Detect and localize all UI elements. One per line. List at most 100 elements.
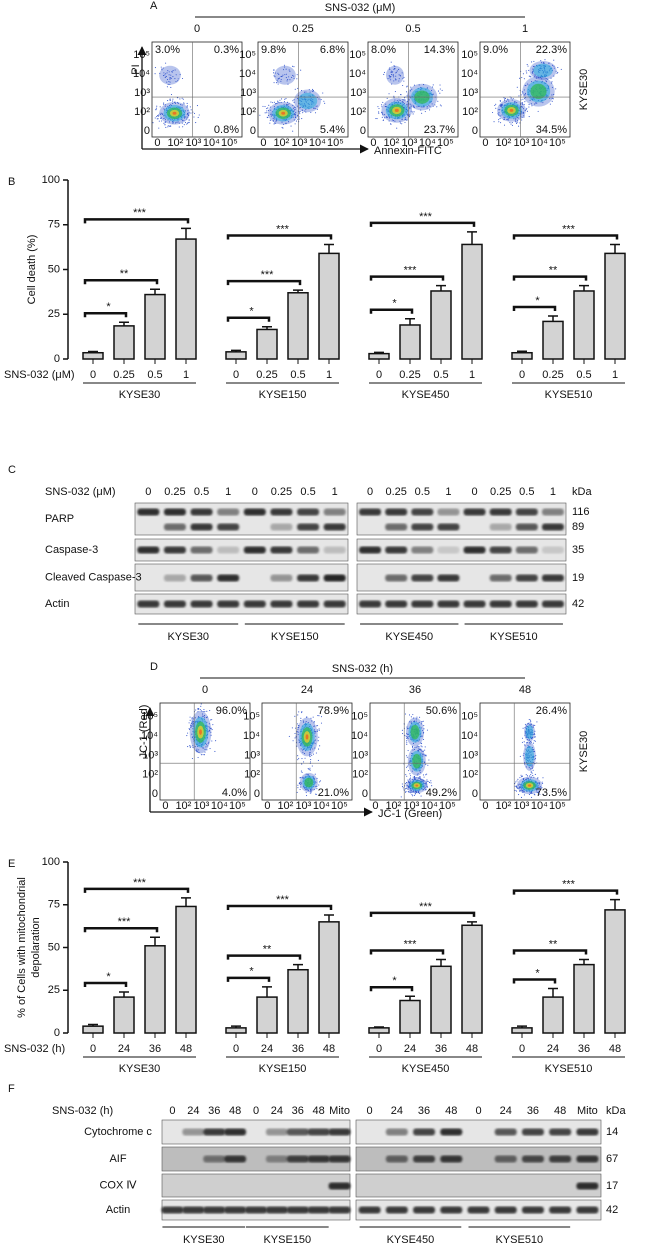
- flow-event: [166, 78, 169, 81]
- flow-event: [317, 748, 320, 750]
- flow-event: [550, 82, 552, 84]
- blot-band: [217, 600, 240, 608]
- x-axis-label: SNS-032 (μM): [4, 369, 75, 381]
- flow-event: [183, 119, 185, 121]
- flow-event: [395, 75, 397, 77]
- flow-event: [499, 105, 501, 107]
- flow-event: [177, 80, 179, 82]
- flow-event: [553, 93, 555, 95]
- flow-event: [187, 113, 189, 115]
- axis-tick-label: 10⁴: [243, 730, 260, 742]
- flow-event: [528, 775, 531, 777]
- flow-event: [520, 94, 522, 96]
- flow-event: [408, 106, 410, 108]
- flow-event: [389, 69, 391, 71]
- flow-event: [406, 775, 408, 777]
- flow-event: [305, 91, 307, 93]
- y-tick-label: 0: [54, 353, 60, 365]
- flow-event: [517, 778, 519, 780]
- blot-band: [494, 1206, 517, 1214]
- x-tick-label: 0.25: [542, 369, 563, 381]
- blot-band: [270, 546, 293, 554]
- bar: [225, 351, 247, 360]
- condition-label: 48: [519, 684, 531, 696]
- error-bar: [293, 963, 303, 970]
- flow-event: [315, 752, 317, 754]
- error-bar: [548, 987, 558, 998]
- flow-event: [162, 75, 165, 77]
- quadrant-percent: 6.8%: [320, 44, 345, 56]
- blot-band: [163, 508, 186, 516]
- flow-event: [161, 117, 163, 119]
- blot-band: [413, 1206, 436, 1214]
- flow-event: [164, 74, 166, 76]
- flow-event: [277, 81, 279, 83]
- flow-event: [163, 108, 165, 110]
- blot-band: [385, 523, 408, 531]
- flow-event: [318, 98, 320, 100]
- flow-event: [289, 79, 291, 81]
- flow-event: [215, 740, 217, 742]
- blot-band: [328, 1182, 351, 1190]
- flow-event: [297, 87, 299, 89]
- y-axis-label: % of Cells with mitochondrial: [16, 877, 28, 1018]
- axis-tick-label: 10⁵: [549, 137, 566, 149]
- flow-event: [522, 73, 524, 75]
- flow-event: [318, 781, 321, 783]
- flow-event: [494, 104, 496, 107]
- flow-event: [292, 740, 294, 742]
- flow-event: [547, 78, 549, 80]
- blot-band: [270, 600, 293, 608]
- density-contour: [410, 724, 420, 740]
- flow-event: [423, 725, 425, 727]
- flow-event: [545, 80, 547, 82]
- blot-band: [243, 546, 266, 554]
- lane-label: 0: [145, 486, 151, 498]
- flow-event: [165, 120, 167, 122]
- flow-event: [294, 732, 296, 735]
- significance-label: ***: [133, 877, 147, 889]
- flow-event: [439, 84, 441, 86]
- significance-bracket: [369, 911, 476, 917]
- flow-event: [396, 99, 398, 101]
- significance-label: ***: [404, 265, 418, 277]
- flow-event: [394, 90, 396, 93]
- flow-event: [412, 714, 414, 716]
- x-tick-label: 0.5: [576, 369, 591, 381]
- flow-event: [413, 794, 415, 797]
- blot-band: [323, 523, 346, 531]
- flow-event: [505, 100, 508, 102]
- flow-event: [292, 65, 294, 67]
- flow-event: [189, 106, 191, 108]
- flow-event: [526, 107, 528, 109]
- axis-tick-label: 0: [260, 137, 266, 149]
- flow-event: [407, 114, 409, 116]
- blot-band: [489, 508, 512, 516]
- flow-event: [301, 118, 303, 120]
- flow-event: [381, 104, 383, 106]
- flow-event: [304, 110, 306, 112]
- axis-tick-label: 0: [162, 800, 168, 812]
- flow-event: [189, 716, 191, 718]
- group-label: KYSE510: [545, 1063, 593, 1075]
- flow-event: [523, 114, 525, 117]
- axis-tick-label: 10²: [273, 137, 289, 149]
- significance-bracket: [226, 316, 271, 322]
- axis-tick-label: 10²: [352, 769, 368, 781]
- flow-event: [196, 105, 198, 107]
- flow-event: [413, 111, 415, 113]
- flow-event: [202, 754, 204, 756]
- quadrant-percent: 50.6%: [426, 705, 457, 717]
- flow-event: [534, 735, 536, 737]
- flow-event: [503, 119, 505, 121]
- flow-event: [273, 101, 276, 103]
- bar: [113, 325, 135, 360]
- flow-event: [183, 124, 185, 126]
- flow-event: [407, 779, 409, 781]
- flow-event: [386, 116, 388, 119]
- flow-event: [171, 71, 173, 73]
- axis-tick-label: 10³: [185, 137, 201, 149]
- flow-event: [187, 121, 189, 124]
- flow-event: [406, 100, 409, 102]
- lane-label: 48: [445, 1105, 457, 1117]
